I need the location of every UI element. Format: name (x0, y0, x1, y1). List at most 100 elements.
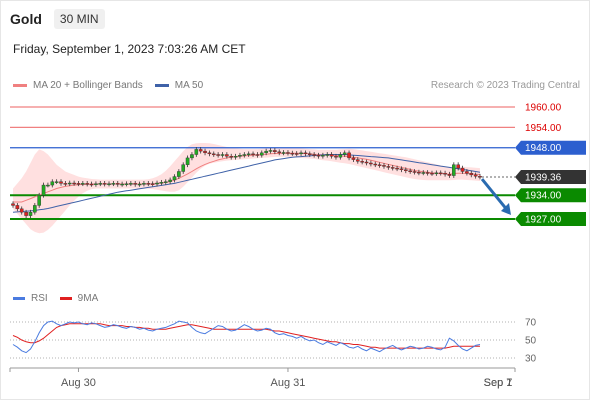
candle-body (11, 203, 15, 206)
candle-body (417, 171, 421, 174)
candle-body (28, 212, 33, 216)
timeframe-badge[interactable]: 30 MIN (53, 9, 105, 29)
candle-body (185, 157, 190, 165)
legend-ma50-label: MA 50 (174, 80, 204, 91)
candle-body (312, 154, 316, 156)
candle-body (246, 153, 251, 156)
level-tag (515, 212, 586, 226)
candle-body (290, 152, 295, 155)
x-tick-label: Sep 1 (484, 377, 513, 389)
chart-header: Gold 30 MIN (10, 8, 105, 30)
candle-body (211, 153, 216, 156)
candle-body (229, 156, 234, 158)
candle-body (220, 154, 225, 156)
candle-body (303, 152, 308, 155)
candle-body (325, 154, 330, 156)
legend-ma9: 9MA (59, 293, 99, 304)
legend-ma9-label: 9MA (77, 293, 99, 304)
candle-body (294, 153, 299, 155)
candle-body (299, 152, 303, 155)
candle-body (399, 168, 404, 170)
x-tick-label: Aug 30 (61, 377, 96, 389)
level-tag (515, 188, 586, 203)
candle-body (72, 182, 76, 185)
candle-body (194, 149, 199, 155)
candle-body (81, 183, 85, 185)
legend-ma20-label: MA 20 + Bollinger Bands (33, 80, 143, 91)
candle-body (115, 183, 120, 185)
candle-body (242, 154, 247, 156)
candle-body (89, 183, 94, 186)
candle-body (207, 152, 212, 155)
candle-body (277, 151, 282, 154)
bollinger-band (13, 143, 480, 234)
candle-body (460, 167, 465, 172)
rsi-swatch (13, 297, 25, 300)
candle-body (137, 183, 142, 186)
candle-body (369, 162, 373, 165)
ma20-swatch (13, 84, 27, 87)
candle-body (225, 154, 229, 157)
x-tick-label: Sep 7 (484, 377, 513, 389)
level-label: 1954.00 (525, 123, 562, 134)
candle-body (286, 152, 290, 154)
candle-body (321, 154, 325, 157)
candle-body (203, 150, 207, 154)
candle-body (168, 179, 172, 182)
candle-body (63, 183, 68, 185)
candle-body (478, 176, 482, 178)
candle-body (146, 183, 151, 185)
candle-body (273, 150, 277, 153)
ma50-swatch (154, 84, 169, 87)
candle-body (111, 183, 116, 185)
candle-body (159, 182, 164, 184)
candle-body (163, 181, 168, 183)
rsi-level-label: 70 (525, 318, 537, 329)
candle-body (41, 184, 46, 196)
rsi-line (12, 320, 481, 354)
candle-body (19, 208, 24, 213)
candle-body (255, 154, 260, 156)
candle-body (443, 172, 447, 175)
candle-body (46, 184, 50, 187)
candle-body (172, 176, 177, 181)
candle-body (150, 183, 155, 185)
candle-body (329, 154, 334, 157)
candle-body (94, 183, 98, 185)
candle-body (238, 154, 242, 157)
level-label: 1934.00 (525, 191, 562, 202)
forecast-arrow (480, 178, 510, 212)
candle-body (412, 171, 417, 173)
candle-body (120, 183, 124, 186)
candle-body (316, 154, 321, 157)
candle-body (473, 174, 478, 177)
candle-body (233, 156, 238, 158)
candle-body (33, 205, 37, 213)
x-tick-label: Aug 31 (271, 377, 306, 389)
candle-body (382, 165, 386, 167)
candle-body (59, 181, 63, 184)
candle-body (334, 156, 338, 158)
ma9-swatch (59, 297, 72, 300)
candle-body (264, 150, 268, 154)
candle-body (465, 171, 469, 174)
rsi-level-label: 50 (525, 336, 537, 347)
rsi-level-label: 30 (525, 354, 537, 365)
candle-body (452, 164, 456, 176)
credit-text: Research © 2023 Trading Central (430, 80, 580, 91)
candle-body (351, 157, 356, 160)
candle-body (85, 183, 89, 185)
level-tag (515, 170, 586, 185)
candle-body (98, 183, 103, 185)
candle-body (430, 172, 434, 175)
candle-body (268, 150, 273, 152)
price-legend: MA 20 + Bollinger Bands MA 50 (13, 80, 215, 91)
candle-body (360, 161, 364, 163)
candle-body (198, 149, 203, 152)
level-label: 1960.00 (525, 103, 562, 114)
level-label: 1927.00 (525, 215, 562, 226)
level-label: 1948.00 (525, 143, 562, 154)
candle-body (124, 183, 129, 185)
candle-body (190, 154, 194, 159)
